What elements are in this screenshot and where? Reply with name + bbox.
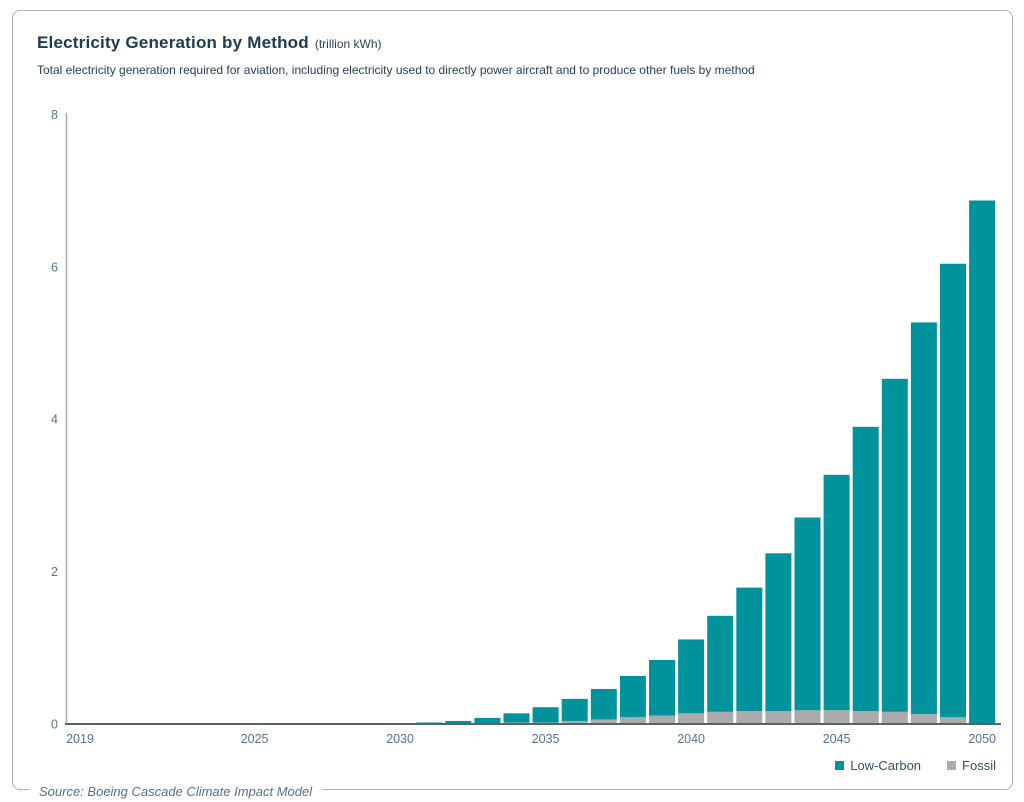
bar-low-carbon-2045 bbox=[823, 474, 850, 711]
x-tick-2045: 2045 bbox=[823, 732, 851, 746]
y-tick-6: 6 bbox=[51, 260, 58, 274]
chart-subtitle: Total electricity generation required fo… bbox=[37, 63, 755, 77]
low-carbon-swatch-icon bbox=[835, 761, 845, 770]
x-tick-2019: 2019 bbox=[66, 732, 94, 746]
bar-low-carbon-2049 bbox=[940, 263, 966, 718]
chart-title-block: Electricity Generation by Method (trillio… bbox=[37, 33, 382, 53]
bar-fossil-2039 bbox=[649, 715, 675, 724]
legend-item-low-carbon: Low-Carbon bbox=[835, 758, 921, 773]
bar-low-carbon-2033 bbox=[474, 717, 501, 724]
bar-fossil-2048 bbox=[910, 714, 937, 724]
bar-fossil-2038 bbox=[619, 717, 646, 724]
x-tick-2050: 2050 bbox=[968, 732, 996, 746]
bar-low-carbon-2050 bbox=[969, 200, 996, 724]
legend-label-fossil: Fossil bbox=[962, 758, 996, 773]
y-tick-0: 0 bbox=[51, 718, 58, 732]
bar-fossil-2047 bbox=[881, 711, 908, 724]
y-tick-2: 2 bbox=[51, 565, 58, 579]
bar-fossil-2041 bbox=[707, 711, 734, 724]
bar-low-carbon-2032 bbox=[445, 720, 472, 724]
bar-fossil-2037 bbox=[590, 719, 617, 724]
bar-low-carbon-2035 bbox=[532, 707, 559, 723]
fossil-swatch-icon bbox=[947, 761, 957, 770]
bar-fossil-2046 bbox=[852, 711, 879, 724]
legend-item-fossil: Fossil bbox=[947, 758, 996, 773]
y-tick-4: 4 bbox=[51, 413, 58, 427]
bar-low-carbon-2040 bbox=[678, 639, 705, 714]
bar-low-carbon-2043 bbox=[765, 553, 792, 712]
bar-low-carbon-2034 bbox=[503, 713, 530, 723]
bar-fossil-2049 bbox=[940, 717, 966, 724]
y-tick-8: 8 bbox=[51, 108, 58, 122]
bar-low-carbon-2048 bbox=[910, 322, 937, 715]
bar-low-carbon-2047 bbox=[881, 378, 908, 712]
bar-low-carbon-2044 bbox=[794, 517, 821, 711]
legend: Low-Carbon Fossil bbox=[835, 758, 996, 773]
x-tick-2030: 2030 bbox=[386, 732, 414, 746]
bar-fossil-2045 bbox=[823, 710, 850, 724]
bar-low-carbon-2037 bbox=[590, 688, 617, 720]
bar-fossil-2036 bbox=[561, 720, 588, 724]
bar-low-carbon-2039 bbox=[649, 659, 675, 716]
bar-low-carbon-2046 bbox=[852, 426, 879, 712]
source-label: Source: Boeing Cascade Climate Impact Mo… bbox=[29, 784, 323, 799]
chart-card: Electricity Generation by Method (trillio… bbox=[12, 10, 1013, 799]
bar-fossil-2042 bbox=[736, 711, 763, 724]
bar-low-carbon-2038 bbox=[619, 675, 646, 718]
title-unit: (trillion kWh) bbox=[314, 37, 382, 51]
bar-fossil-2043 bbox=[765, 711, 792, 724]
x-tick-2040: 2040 bbox=[677, 732, 705, 746]
legend-label-low-carbon: Low-Carbon bbox=[850, 758, 922, 773]
bar-low-carbon-2041 bbox=[707, 615, 734, 712]
bar-low-carbon-2042 bbox=[736, 587, 763, 712]
bar-fossil-2040 bbox=[678, 713, 705, 724]
bar-low-carbon-2036 bbox=[561, 698, 588, 721]
x-tick-2025: 2025 bbox=[241, 732, 269, 746]
page-title: Electricity Generation by Method bbox=[37, 33, 309, 52]
bar-fossil-2044 bbox=[794, 710, 821, 724]
x-tick-2035: 2035 bbox=[532, 732, 560, 746]
